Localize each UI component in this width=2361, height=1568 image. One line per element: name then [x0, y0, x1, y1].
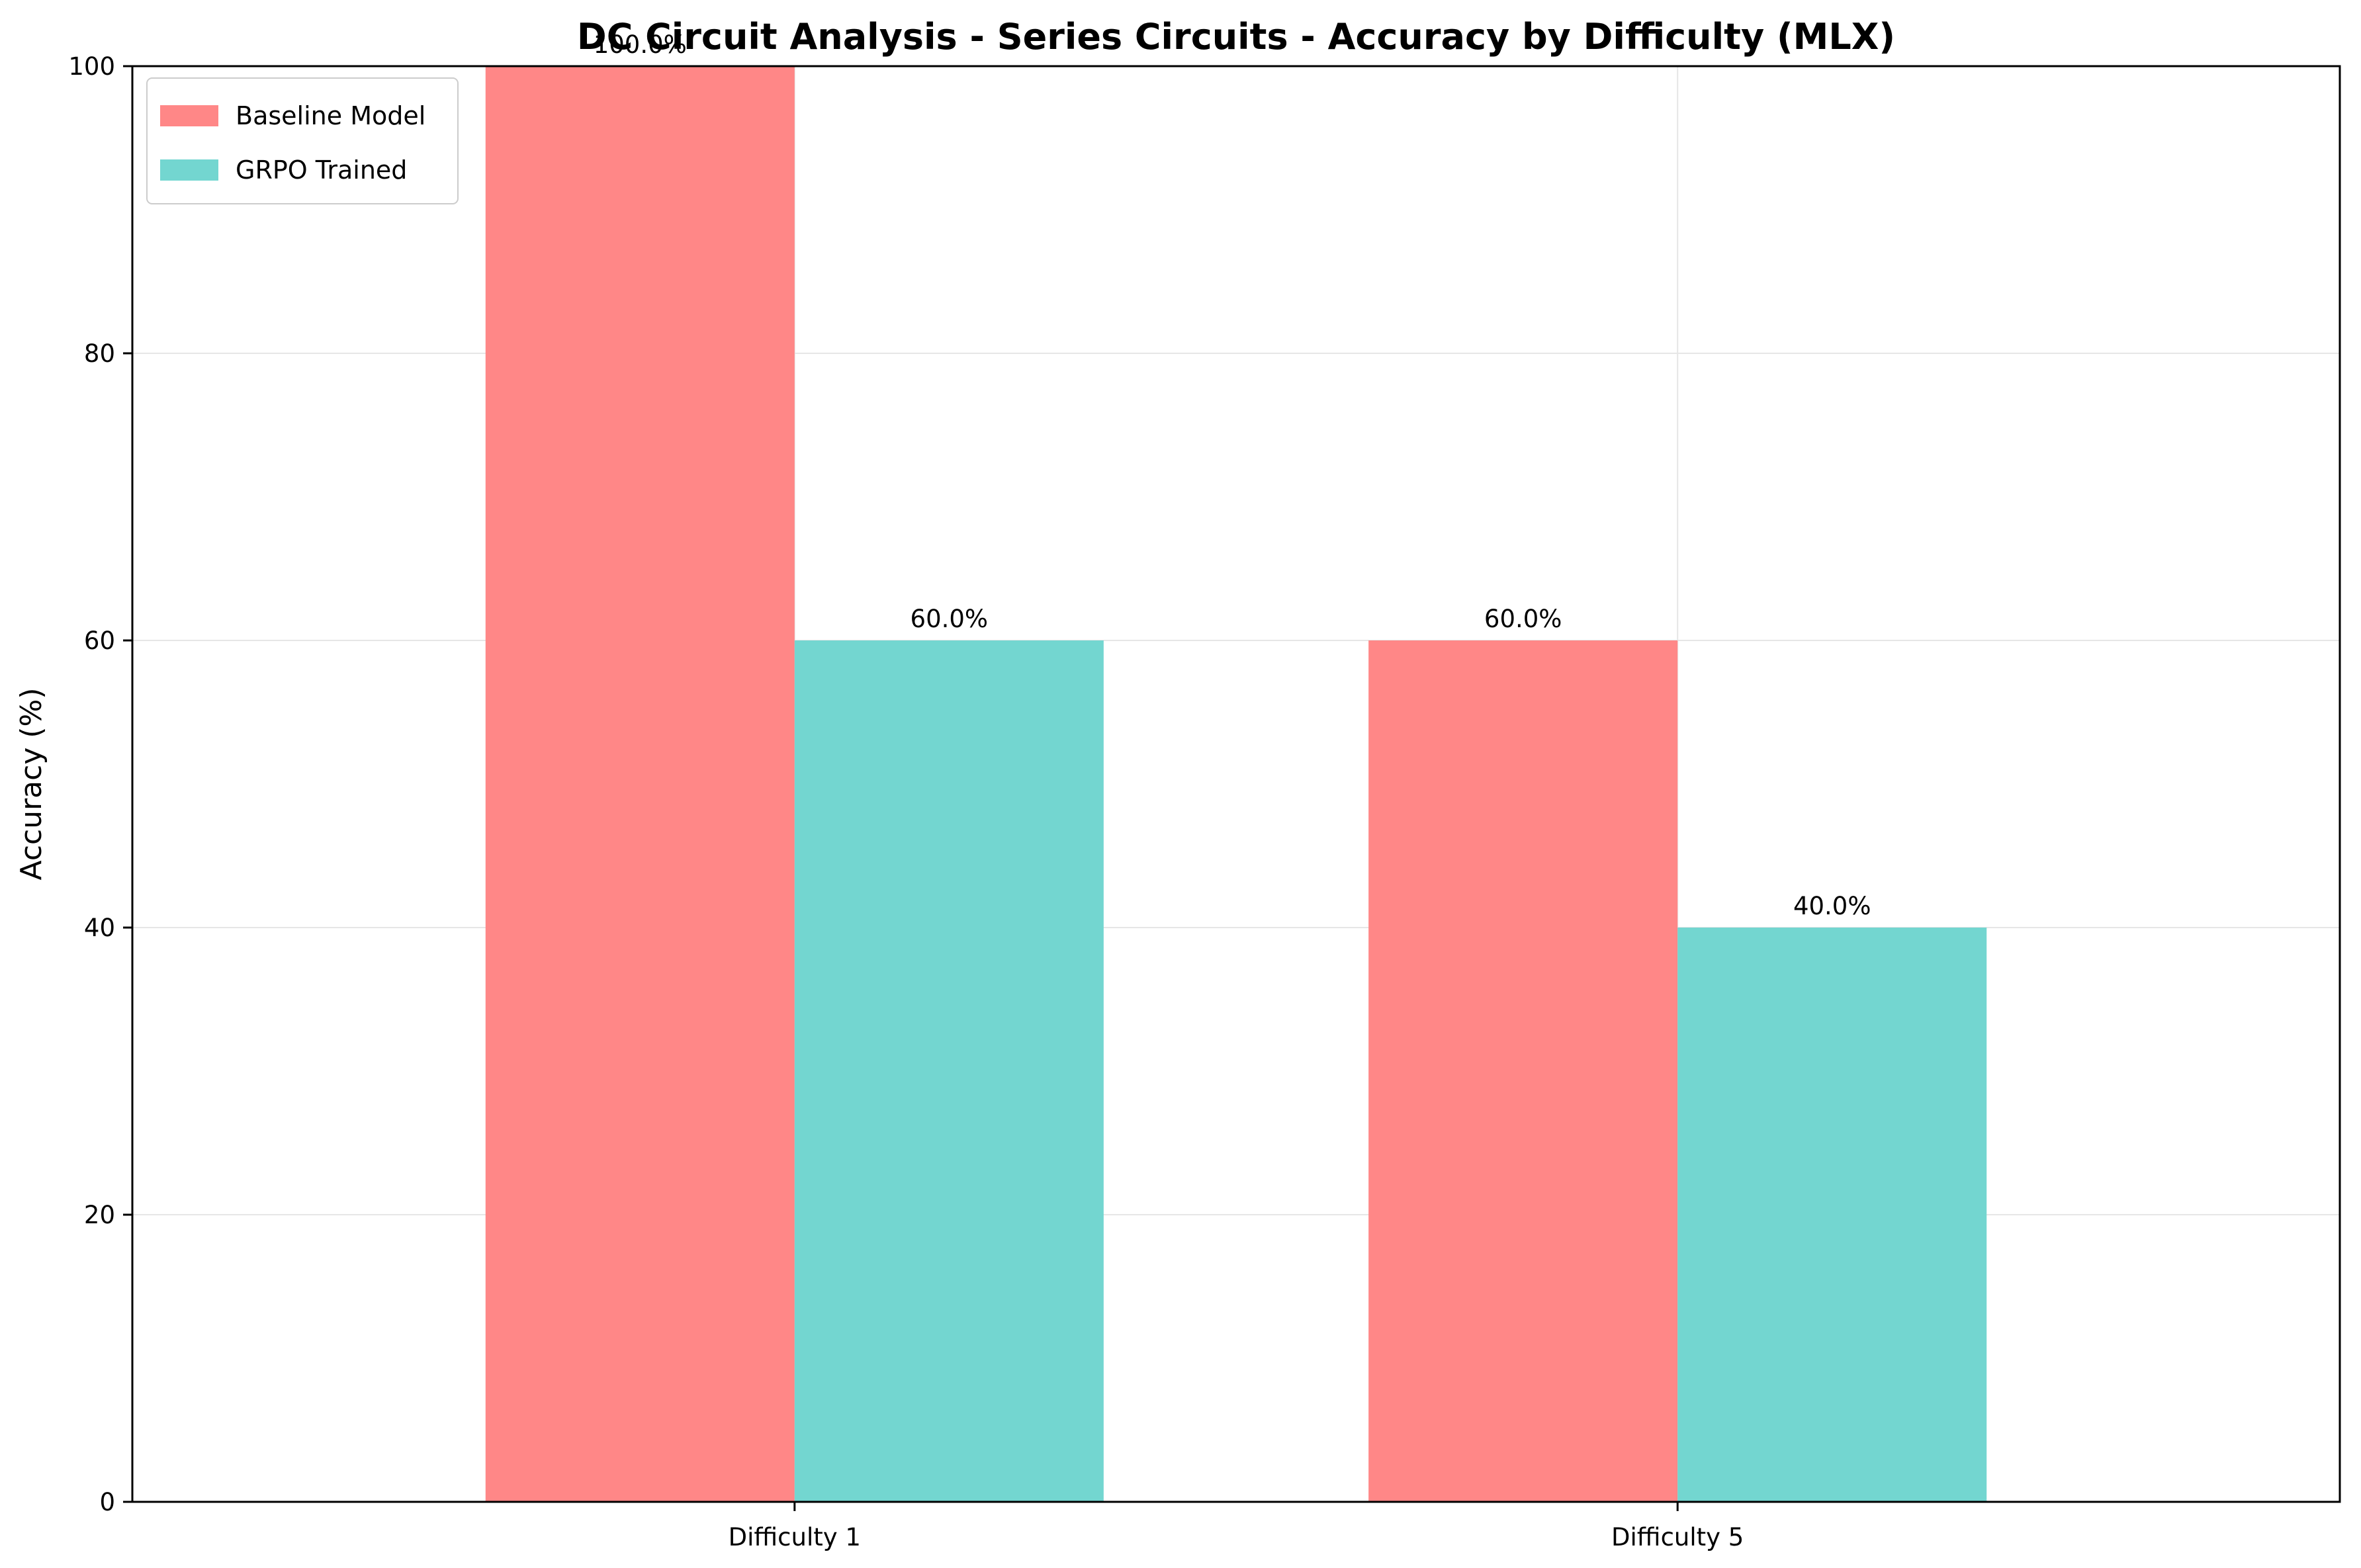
y-axis-label: Accuracy (%) [15, 687, 48, 880]
x-axis-ticks: Difficulty 1 Difficulty 5 [729, 1502, 1744, 1551]
bars [485, 66, 1987, 1502]
y-tick-label: 100 [68, 52, 115, 81]
legend-box [146, 77, 459, 204]
legend: Baseline Model GRPO Trained [146, 77, 459, 204]
bar [794, 640, 1104, 1502]
bar-data-label: 100.0% [594, 30, 687, 59]
y-tick-label: 20 [84, 1201, 115, 1229]
y-tick-label: 40 [84, 914, 115, 942]
y-tick-label: 80 [84, 339, 115, 368]
legend-label: Baseline Model [236, 101, 425, 130]
y-axis-ticks: 0 20 40 60 80 100 [68, 52, 132, 1516]
data-labels: 100.0% 60.0% 60.0% 40.0% [594, 30, 1871, 920]
legend-swatch [160, 105, 218, 126]
bar [485, 66, 795, 1502]
bar-data-label: 60.0% [1484, 605, 1562, 633]
legend-swatch [160, 159, 218, 181]
bar-data-label: 60.0% [911, 605, 989, 633]
bar-data-label: 40.0% [1793, 892, 1871, 920]
chart-title: DC Circuit Analysis - Series Circuits - … [577, 16, 1895, 58]
bar [1368, 640, 1678, 1502]
y-tick-label: 60 [84, 627, 115, 655]
x-tick-label: Difficulty 5 [1611, 1523, 1744, 1551]
legend-label: GRPO Trained [236, 155, 407, 185]
y-tick-label: 0 [99, 1488, 115, 1516]
plot-frame [131, 65, 2341, 1503]
x-tick-label: Difficulty 1 [729, 1523, 861, 1551]
bar [1677, 928, 1987, 1502]
